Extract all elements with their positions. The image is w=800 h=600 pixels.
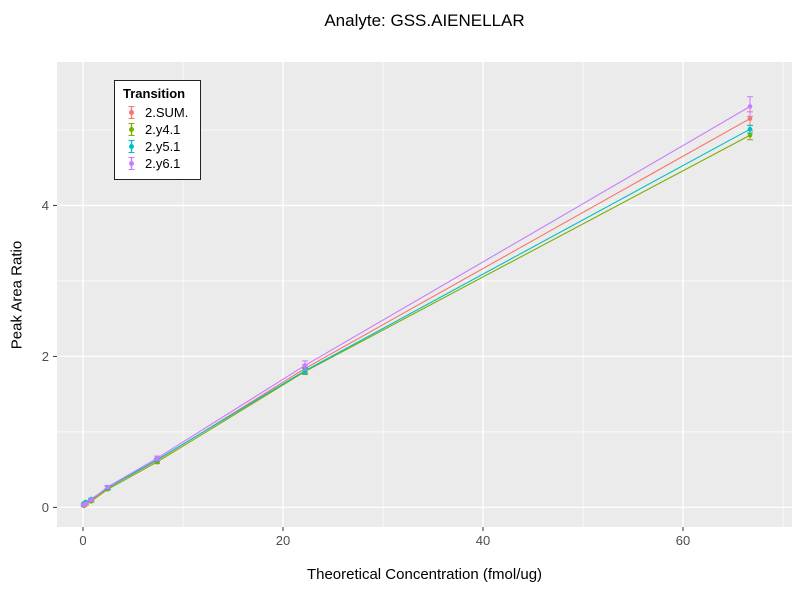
legend-item-2.SUM.: 2.SUM. bbox=[123, 104, 188, 121]
x-axis-label: Theoretical Concentration (fmol/ug) bbox=[306, 566, 543, 583]
svg-text:60: 60 bbox=[676, 533, 690, 548]
svg-text:0: 0 bbox=[79, 533, 86, 548]
legend-item-2.y5.1: 2.y5.1 bbox=[123, 138, 188, 155]
legend: Transition 2.SUM. 2.y4.1 2.y5.1 2.y6.1 bbox=[114, 80, 202, 180]
svg-text:0: 0 bbox=[42, 500, 49, 515]
legend-key-icon bbox=[128, 123, 135, 136]
legend-items: 2.SUM. 2.y4.1 2.y5.1 2.y6.1 bbox=[123, 104, 188, 172]
chart-title: Analyte: GSS.AIENELLAR bbox=[324, 11, 525, 30]
legend-key-icon bbox=[128, 106, 135, 119]
svg-text:2: 2 bbox=[42, 349, 49, 364]
legend-key-icon bbox=[128, 157, 135, 170]
legend-key-icon bbox=[128, 140, 135, 153]
svg-text:40: 40 bbox=[476, 533, 490, 548]
legend-title: Transition bbox=[123, 86, 186, 101]
legend-item-label: 2.y4.1 bbox=[145, 122, 181, 137]
svg-text:20: 20 bbox=[276, 533, 290, 548]
legend-item-label: 2.y6.1 bbox=[145, 156, 181, 171]
legend-item-2.y6.1: 2.y6.1 bbox=[123, 155, 188, 172]
svg-text:4: 4 bbox=[42, 198, 49, 213]
legend-item-label: 2.y5.1 bbox=[145, 139, 181, 154]
legend-item-label: 2.SUM. bbox=[145, 105, 189, 120]
legend-item-2.y4.1: 2.y4.1 bbox=[123, 121, 188, 138]
